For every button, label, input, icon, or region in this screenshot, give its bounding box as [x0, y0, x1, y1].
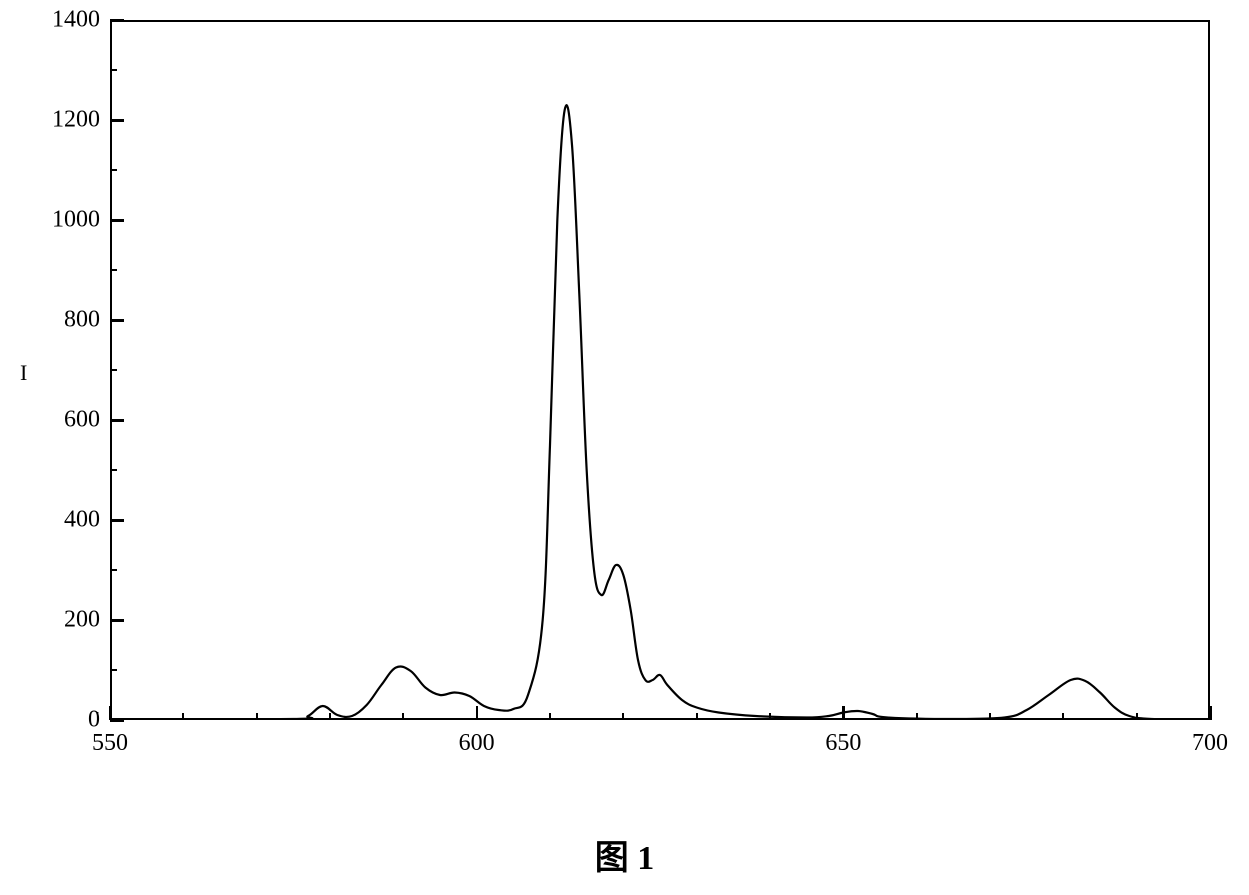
- y-tick-label: 1400: [52, 7, 100, 34]
- x-tick-label: 550: [92, 730, 128, 757]
- zero-mark-apostrophe: ': [96, 708, 99, 729]
- figure-caption: 图 1: [595, 830, 655, 879]
- y-tick-label: 200: [64, 607, 100, 634]
- y-tick-label: 800: [64, 307, 100, 334]
- spectrum-curve: [110, 20, 1210, 720]
- y-axis-indicator: I: [20, 360, 27, 386]
- y-tick-label: 400: [64, 507, 100, 534]
- x-tick-label: 650: [825, 730, 861, 757]
- y-tick-label: 1200: [52, 107, 100, 134]
- x-tick-label: 700: [1192, 730, 1228, 757]
- x-tick-label: 600: [459, 730, 495, 757]
- y-tick-label: 600: [64, 407, 100, 434]
- spectrum-chart: 0200400600800100012001400 550600650700 I…: [20, 10, 1220, 800]
- y-tick-label: 1000: [52, 207, 100, 234]
